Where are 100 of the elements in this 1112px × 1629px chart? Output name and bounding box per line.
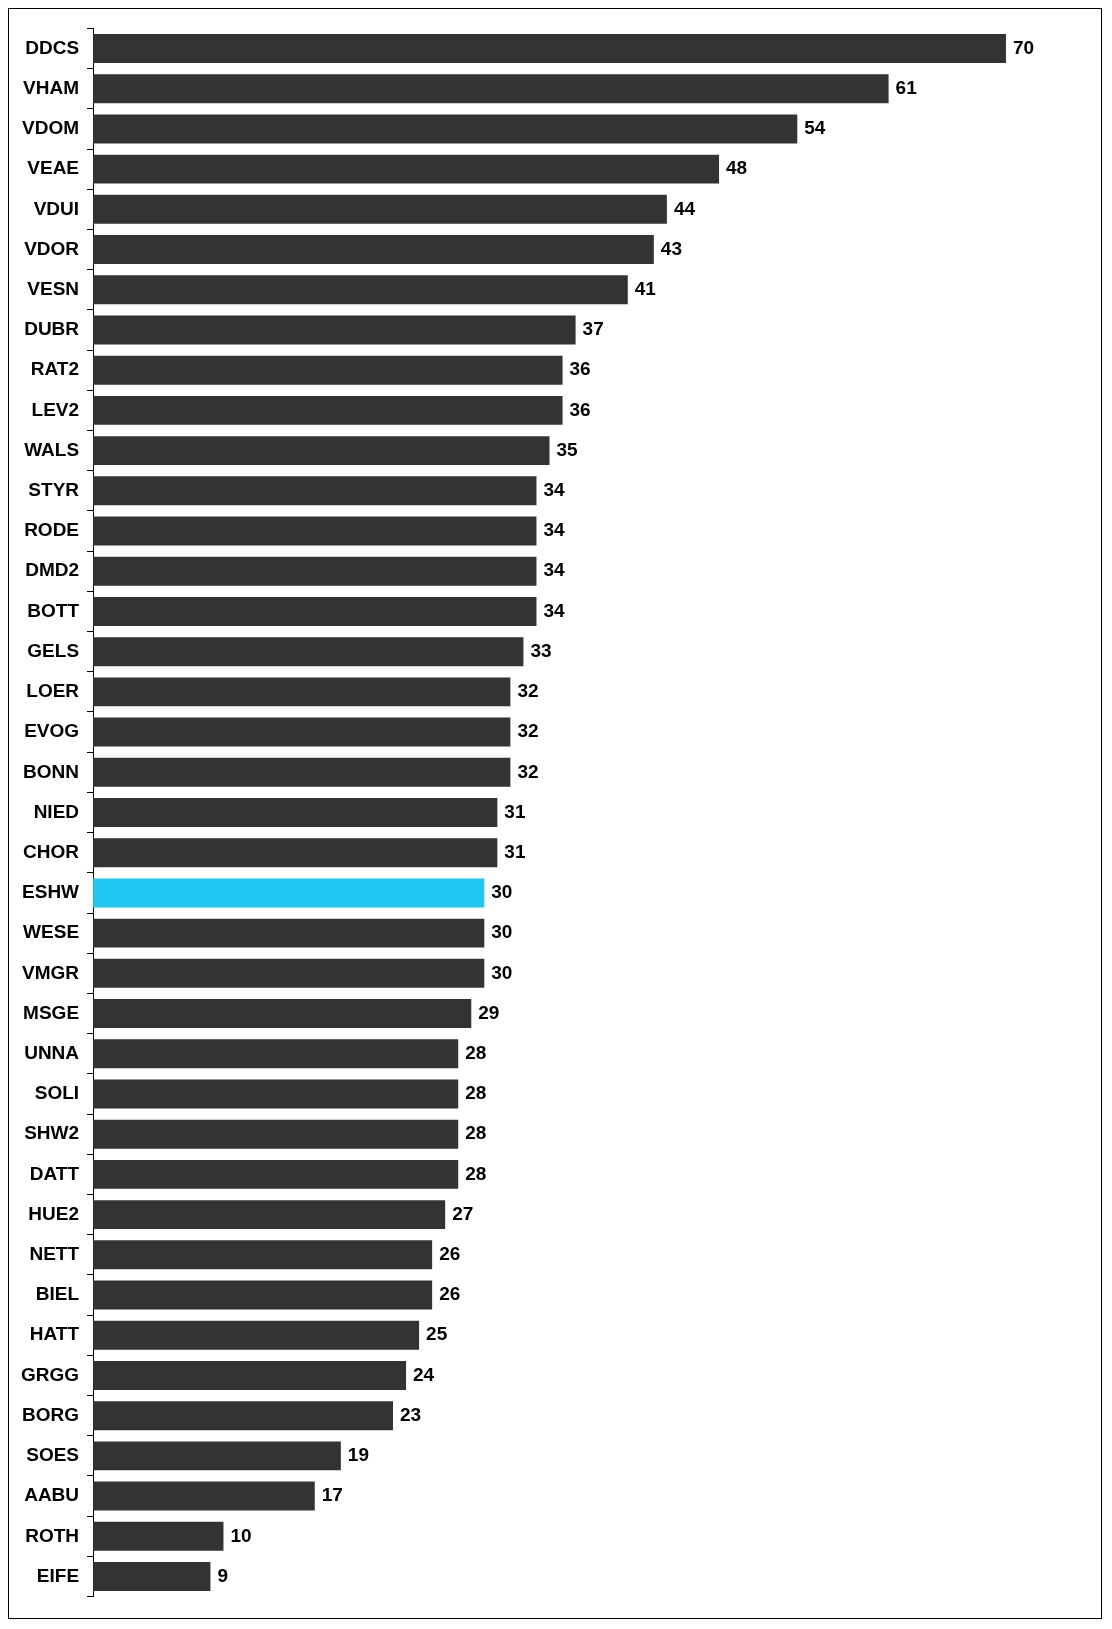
data-label: 33 — [530, 639, 552, 661]
y-tick-label: VDUI — [33, 197, 80, 219]
data-label: 34 — [543, 559, 566, 581]
data-label: 17 — [321, 1484, 343, 1506]
data-label: 23 — [400, 1403, 422, 1425]
bar — [93, 154, 720, 184]
data-label: 34 — [543, 479, 566, 501]
bar — [93, 798, 498, 827]
bar — [93, 596, 537, 626]
data-label: 26 — [439, 1243, 461, 1265]
data-label: 36 — [569, 358, 591, 380]
bar — [93, 1240, 433, 1270]
bar — [93, 918, 485, 948]
bar — [93, 476, 537, 506]
y-tick-label: EVOG — [24, 720, 80, 742]
y-tick-label: RODE — [24, 519, 80, 541]
data-label: 31 — [504, 840, 526, 862]
y-tick-label: VDOM — [22, 117, 80, 139]
y-tick-label: HUE2 — [28, 1202, 80, 1224]
y-tick-label: LOER — [26, 680, 80, 702]
data-label: 10 — [230, 1524, 252, 1546]
bar — [93, 757, 511, 787]
bar — [93, 999, 472, 1029]
bar — [93, 1039, 459, 1069]
data-label: 28 — [465, 1042, 487, 1063]
y-tick-label: WALS — [24, 438, 80, 460]
y-tick-label: CHOR — [23, 840, 80, 862]
bar — [93, 194, 667, 224]
data-label: 24 — [413, 1363, 435, 1385]
data-label: 70 — [1012, 36, 1035, 58]
data-label: 30 — [491, 921, 513, 943]
y-tick-label: DATT — [29, 1162, 80, 1184]
y-tick-label: ESHW — [22, 881, 80, 903]
bar — [93, 1562, 211, 1591]
data-label: 34 — [543, 519, 566, 541]
y-tick-label: HATT — [29, 1323, 80, 1345]
data-label: 19 — [347, 1444, 369, 1466]
y-tick-label: VESN — [27, 278, 80, 299]
y-tick-label: DUBR — [24, 318, 80, 340]
data-label: 31 — [504, 800, 526, 822]
data-label: 25 — [426, 1323, 448, 1345]
data-label: 30 — [491, 881, 513, 903]
data-label: 44 — [673, 197, 696, 219]
y-tick-label: RAT2 — [30, 358, 80, 380]
data-label: 48 — [726, 157, 748, 179]
y-tick-label: VMGR — [22, 961, 80, 983]
y-tick-label: AABU — [24, 1484, 80, 1506]
data-label: 54 — [804, 117, 826, 139]
y-tick-label: BONN — [23, 760, 80, 782]
bar — [93, 1521, 224, 1551]
data-label: 30 — [491, 961, 513, 983]
bar — [93, 34, 1006, 63]
y-tick-label: MSGE — [23, 1001, 80, 1023]
bar — [93, 958, 485, 988]
y-tick-label: VDOR — [24, 237, 80, 259]
data-label: 32 — [517, 680, 539, 702]
bar — [93, 1401, 394, 1431]
data-label: 28 — [465, 1082, 487, 1104]
bar — [93, 74, 889, 104]
y-tick-label: SHW2 — [24, 1122, 80, 1144]
bar — [93, 1200, 446, 1230]
bar — [93, 1441, 341, 1471]
data-label: 32 — [517, 760, 539, 782]
data-label: 9 — [217, 1564, 229, 1586]
y-tick-label: WESE — [23, 921, 80, 943]
y-tick-label: NETT — [29, 1243, 80, 1265]
y-tick-label: ROTH — [25, 1524, 80, 1546]
y-tick-label: STYR — [28, 479, 80, 501]
bar — [93, 1481, 315, 1511]
data-label: 41 — [634, 278, 657, 299]
data-label: 29 — [478, 1001, 500, 1023]
y-tick-label: DDCS — [25, 36, 80, 58]
bar — [93, 556, 537, 586]
data-label: 37 — [582, 318, 604, 340]
y-tick-label: BOTT — [27, 599, 80, 621]
bar — [93, 275, 628, 305]
y-tick-label: DMD2 — [25, 559, 80, 581]
bar — [93, 717, 511, 747]
data-label: 35 — [556, 438, 579, 460]
y-tick-label: UNNA — [24, 1042, 80, 1063]
bar — [93, 315, 576, 345]
data-label: 28 — [465, 1122, 487, 1144]
data-label: 61 — [895, 76, 918, 98]
y-tick-label: GRGG — [21, 1363, 80, 1385]
y-tick-label: SOLI — [34, 1082, 80, 1104]
bar — [93, 355, 563, 385]
bar — [93, 1360, 407, 1390]
data-label: 28 — [465, 1162, 487, 1184]
bar — [93, 637, 524, 667]
bar — [93, 114, 798, 144]
y-tick-label: VEAE — [27, 157, 80, 179]
y-tick-label: BIEL — [35, 1283, 80, 1305]
data-label: 43 — [660, 237, 682, 259]
bar — [93, 1079, 459, 1109]
bar — [93, 436, 550, 466]
bar — [93, 677, 511, 707]
bar — [93, 516, 537, 546]
y-tick-label: EIFE — [36, 1564, 80, 1586]
y-tick-label: VHAM — [23, 76, 80, 98]
bar — [93, 1119, 459, 1149]
